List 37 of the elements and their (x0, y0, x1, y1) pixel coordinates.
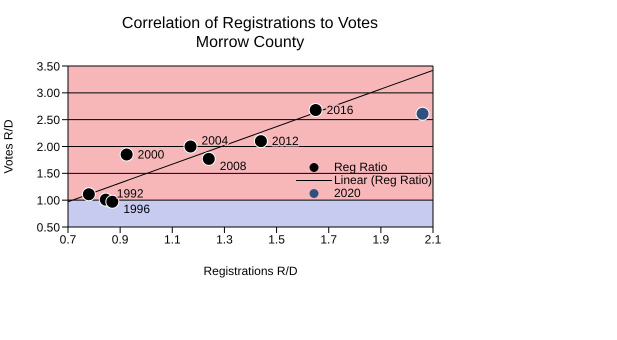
annotation: 2016 (326, 103, 354, 118)
y-tick-label: 1.50 (36, 166, 60, 181)
x-tick-label: 0.7 (60, 232, 77, 247)
y-tick-label: 2.00 (36, 140, 60, 154)
point (82, 187, 96, 202)
x-axis-title: Registrations R/D (203, 264, 298, 278)
x-tick-label: 0.9 (112, 232, 129, 247)
y-tick-label: 3.50 (36, 59, 60, 74)
y-tick-label: 0.50 (36, 220, 60, 234)
point (308, 103, 323, 118)
chart-subtitle: Morrow County (194, 33, 306, 52)
y-axis-title: Votes R/D (1, 119, 16, 174)
chart-title: Correlation of Registrations to Votes (120, 14, 380, 33)
x-tick-label: 2.1 (424, 232, 442, 247)
x-tick-label: 1.7 (320, 232, 338, 247)
point (254, 134, 268, 148)
legend-label: 2020 (334, 186, 361, 200)
x-tick-label: 1.3 (216, 232, 234, 247)
x-tick-label: 1.1 (164, 232, 181, 247)
y-tick-label: 3.00 (36, 86, 60, 100)
y-tick-label: 2.50 (36, 112, 60, 127)
annotation: 2004 (202, 134, 229, 148)
annotation: 2012 (272, 134, 299, 148)
point (416, 106, 430, 121)
annotation: 2000 (138, 148, 165, 162)
x-tick-label: 1.5 (268, 232, 286, 247)
legend-label: Reg Ratio (334, 160, 388, 174)
x-tick-label: 1.9 (372, 232, 390, 247)
point (202, 152, 216, 166)
legend-label: Linear (Reg Ratio) (334, 173, 432, 187)
y-tick-label: 1.00 (36, 193, 60, 208)
point (120, 148, 134, 162)
annotation: 1996 (123, 202, 150, 216)
point (184, 140, 198, 154)
annotation: 1992 (116, 186, 144, 201)
point (105, 194, 120, 209)
annotation: 2008 (220, 158, 247, 173)
